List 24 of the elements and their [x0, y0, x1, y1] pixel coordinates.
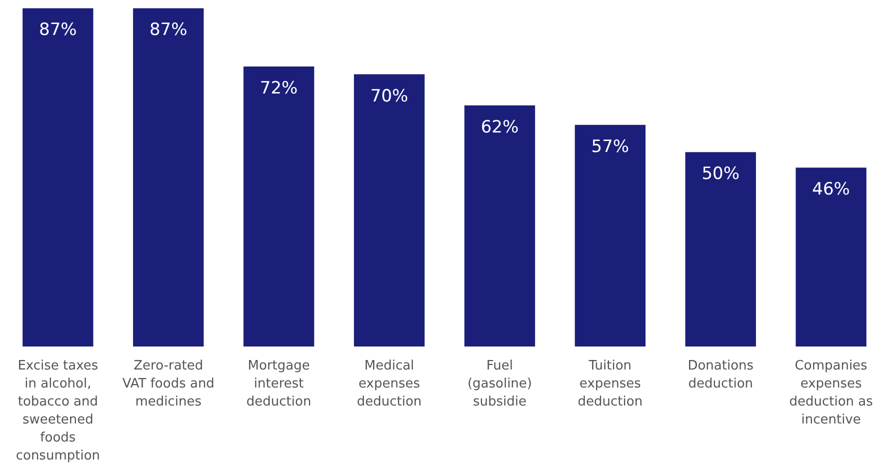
bar — [22, 8, 94, 346]
bar — [133, 8, 204, 346]
bar — [685, 152, 756, 346]
x-tick-label: Mortgage interest deduction — [246, 358, 312, 410]
bar — [354, 74, 425, 346]
bar — [574, 124, 646, 346]
data-label: 70% — [370, 86, 408, 106]
data-label: 62% — [480, 117, 519, 138]
x-tick-label: Companies expenses deduction as incentive — [789, 358, 874, 428]
data-label: 50% — [702, 164, 740, 184]
bar — [796, 168, 866, 346]
bar — [243, 66, 314, 346]
data-label: 72% — [260, 78, 298, 99]
x-tick-label: Tuition expenses deduction — [578, 358, 643, 410]
x-tick-label: Fuel (gasoline) subsidie — [467, 358, 532, 410]
bar — [464, 105, 536, 346]
x-tick-label: Excise taxes in alcohol, tobacco and sweetened foods consumption — [16, 358, 100, 464]
data-label: 57% — [591, 136, 630, 157]
data-label: 87% — [39, 20, 77, 40]
data-label: 87% — [149, 20, 188, 40]
data-label: 46% — [812, 180, 850, 200]
x-tick-label: Zero-rated VAT foods and medicines — [122, 358, 214, 410]
x-tick-label: Donations deduction — [688, 358, 754, 392]
x-tick-label: Medical expenses deduction — [356, 358, 422, 410]
